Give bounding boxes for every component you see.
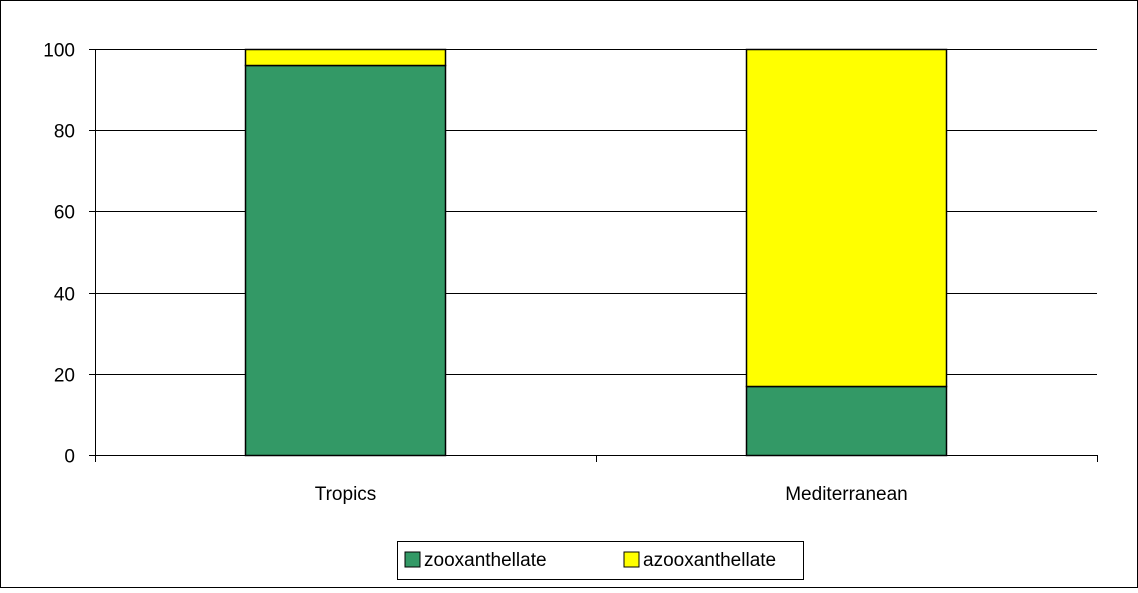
legend-label-azooxanthellate: azooxanthellate xyxy=(643,550,776,571)
y-tick-label-5: 100 xyxy=(43,41,75,62)
y-tick-label-3: 60 xyxy=(54,203,75,224)
bar-zooxanthellate-Tropics xyxy=(246,66,446,456)
y-tick-label-4: 80 xyxy=(54,122,75,143)
x-tick-label-1: Mediterranean xyxy=(785,484,908,505)
legend-label-zooxanthellate: zooxanthellate xyxy=(424,550,547,571)
x-tick-label-0: Tropics xyxy=(315,484,377,505)
y-tick-label-0: 0 xyxy=(64,447,75,468)
y-tick-label-2: 40 xyxy=(54,285,75,306)
bar-azooxanthellate-Mediterranean xyxy=(747,50,947,387)
legend-swatch-zooxanthellate xyxy=(405,552,420,567)
legend-swatch-azooxanthellate xyxy=(624,552,639,567)
y-tick-label-1: 20 xyxy=(54,366,75,387)
bar-azooxanthellate-Tropics xyxy=(246,50,446,66)
legend: zooxanthellate azooxanthellate xyxy=(398,542,804,580)
bar-zooxanthellate-Mediterranean xyxy=(747,387,947,456)
